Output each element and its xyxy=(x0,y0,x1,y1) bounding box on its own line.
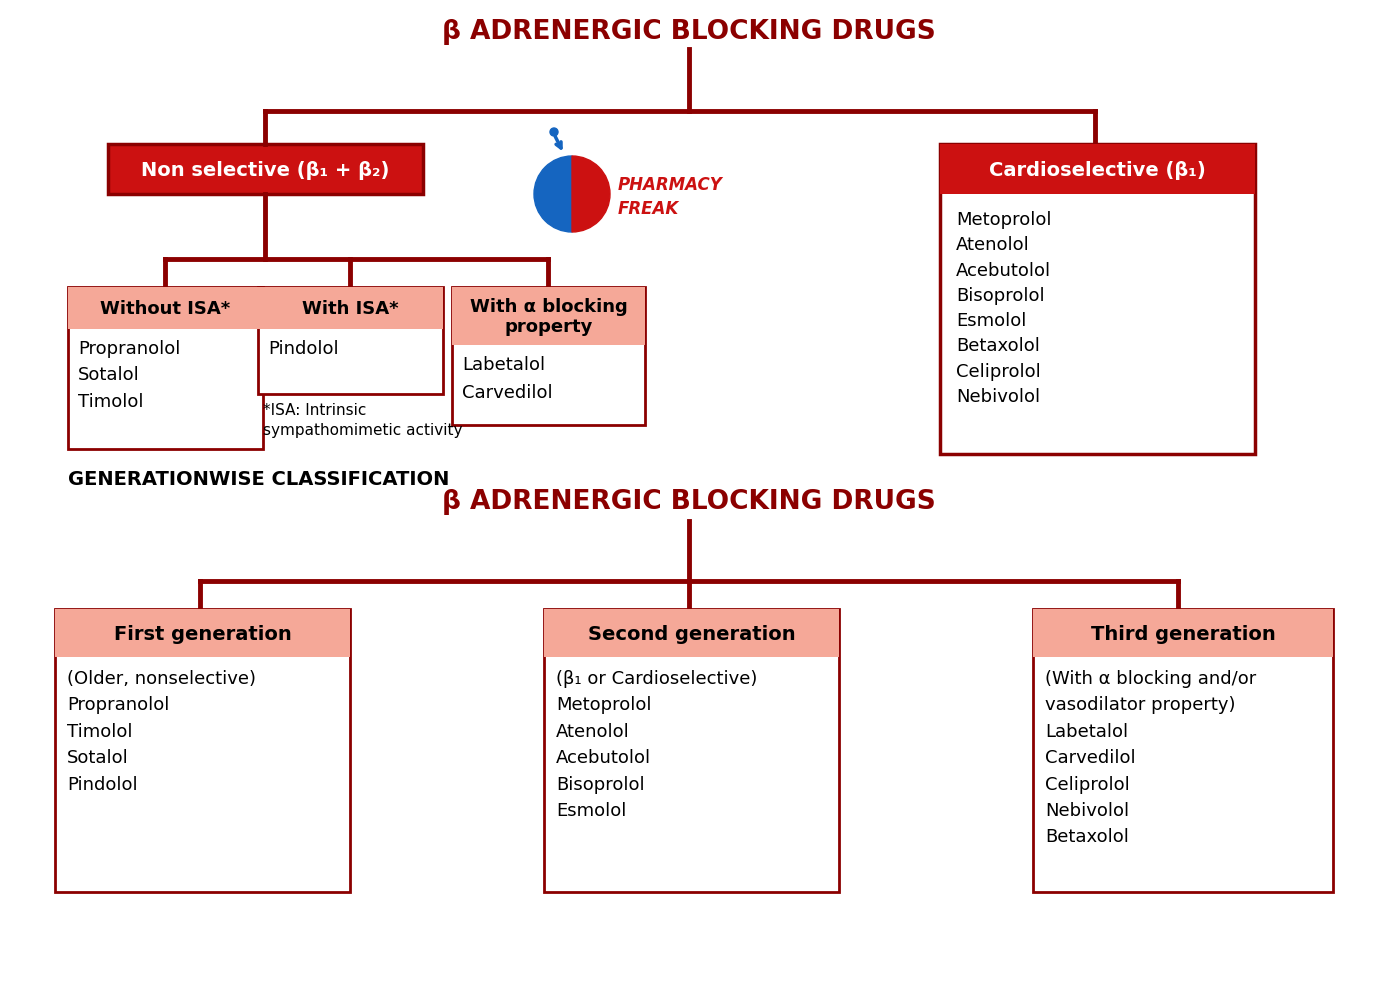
Bar xyxy=(258,287,442,395)
Text: *ISA: Intrinsic
sympathomimetic activity: *ISA: Intrinsic sympathomimetic activity xyxy=(263,403,463,438)
Bar xyxy=(940,145,1255,195)
Text: Cardioselective (β₁): Cardioselective (β₁) xyxy=(989,160,1206,179)
Bar xyxy=(452,287,645,346)
Bar xyxy=(55,609,350,892)
Bar xyxy=(68,287,263,330)
Wedge shape xyxy=(572,157,610,233)
Bar xyxy=(1034,609,1333,657)
Text: With ISA*: With ISA* xyxy=(302,300,398,318)
Text: β ADRENERGIC BLOCKING DRUGS: β ADRENERGIC BLOCKING DRUGS xyxy=(442,488,936,515)
Text: (With α blocking and/or
vasodilator property)
Labetalol
Carvedilol
Celiprolol
Ne: (With α blocking and/or vasodilator prop… xyxy=(1045,669,1257,846)
Text: Propranolol
Sotalol
Timolol: Propranolol Sotalol Timolol xyxy=(79,340,181,411)
Text: Metoprolol
Atenolol
Acebutolol
Bisoprolol
Esmolol
Betaxolol
Celiprolol
Nebivolol: Metoprolol Atenolol Acebutolol Bisoprolo… xyxy=(956,211,1051,406)
Text: (Older, nonselective)
Propranolol
Timolol
Sotalol
Pindolol: (Older, nonselective) Propranolol Timolo… xyxy=(68,669,256,793)
Text: With α blocking
property: With α blocking property xyxy=(470,297,627,336)
Bar xyxy=(544,609,839,892)
Text: PHARMACY: PHARMACY xyxy=(617,176,722,194)
Bar xyxy=(452,287,645,425)
Text: Labetalol
Carvedilol: Labetalol Carvedilol xyxy=(462,356,553,402)
Text: GENERATIONWISE CLASSIFICATION: GENERATIONWISE CLASSIFICATION xyxy=(68,469,449,488)
Text: Pindolol: Pindolol xyxy=(267,340,339,358)
Bar xyxy=(940,145,1255,454)
Text: (β₁ or Cardioselective)
Metoprolol
Atenolol
Acebutolol
Bisoprolol
Esmolol: (β₁ or Cardioselective) Metoprolol Ateno… xyxy=(555,669,758,819)
Text: First generation: First generation xyxy=(113,624,291,643)
Text: Non selective (β₁ + β₂): Non selective (β₁ + β₂) xyxy=(142,160,390,179)
Text: β ADRENERGIC BLOCKING DRUGS: β ADRENERGIC BLOCKING DRUGS xyxy=(442,19,936,45)
Bar xyxy=(544,609,839,657)
Circle shape xyxy=(550,129,558,137)
Text: Without ISA*: Without ISA* xyxy=(101,300,230,318)
Bar xyxy=(107,145,423,195)
Text: FREAK: FREAK xyxy=(617,200,679,218)
Bar xyxy=(258,287,442,330)
Bar xyxy=(68,287,263,449)
Text: Third generation: Third generation xyxy=(1090,624,1276,643)
Wedge shape xyxy=(535,157,572,233)
Bar xyxy=(55,609,350,657)
Text: Second generation: Second generation xyxy=(587,624,795,643)
Bar xyxy=(1034,609,1333,892)
